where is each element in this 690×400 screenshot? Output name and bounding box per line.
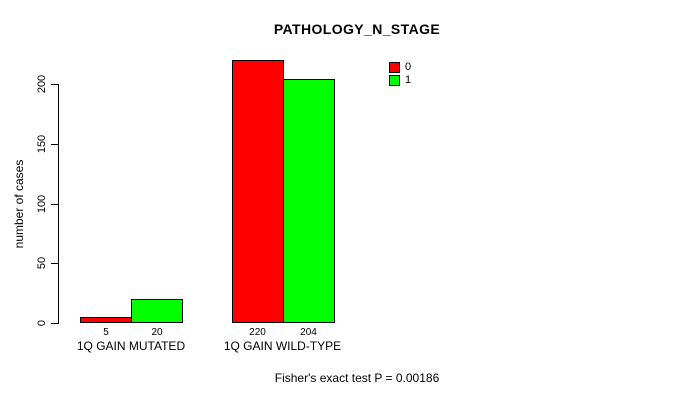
- chart-title: PATHOLOGY_N_STAGE: [273, 21, 441, 37]
- y-axis-line: [58, 84, 59, 324]
- y-tick: [51, 263, 58, 265]
- category-label: 1Q GAIN WILD-TYPE: [223, 339, 342, 353]
- bar-value-label: 204: [300, 327, 317, 338]
- y-tick: [51, 203, 58, 205]
- legend-entry: 0: [389, 62, 411, 73]
- bar: [231, 60, 284, 323]
- bar: [80, 317, 132, 323]
- y-tick: [51, 323, 58, 324]
- bar: [131, 299, 183, 323]
- legend-swatch: [389, 75, 400, 86]
- y-tick-label: 50: [36, 257, 48, 270]
- category-label: 1Q GAIN MUTATED: [76, 339, 186, 353]
- y-tick: [51, 143, 58, 145]
- annotation-text: Fisher's exact test P = 0.00186: [274, 371, 440, 385]
- bar-value-label: 5: [103, 327, 109, 338]
- legend-label: 1: [405, 74, 412, 86]
- y-tick-label: 200: [36, 74, 48, 94]
- legend-entry: 1: [389, 75, 411, 86]
- y-tick-label: 0: [36, 319, 48, 327]
- legend-swatch: [389, 62, 400, 73]
- legend-label: 0: [405, 61, 412, 73]
- bar-value-label: 220: [249, 327, 266, 338]
- bar: [282, 79, 335, 323]
- y-tick-label: 100: [36, 194, 48, 213]
- y-tick: [51, 84, 58, 85]
- bar-value-label: 20: [151, 327, 163, 338]
- y-tick-label: 150: [36, 134, 48, 153]
